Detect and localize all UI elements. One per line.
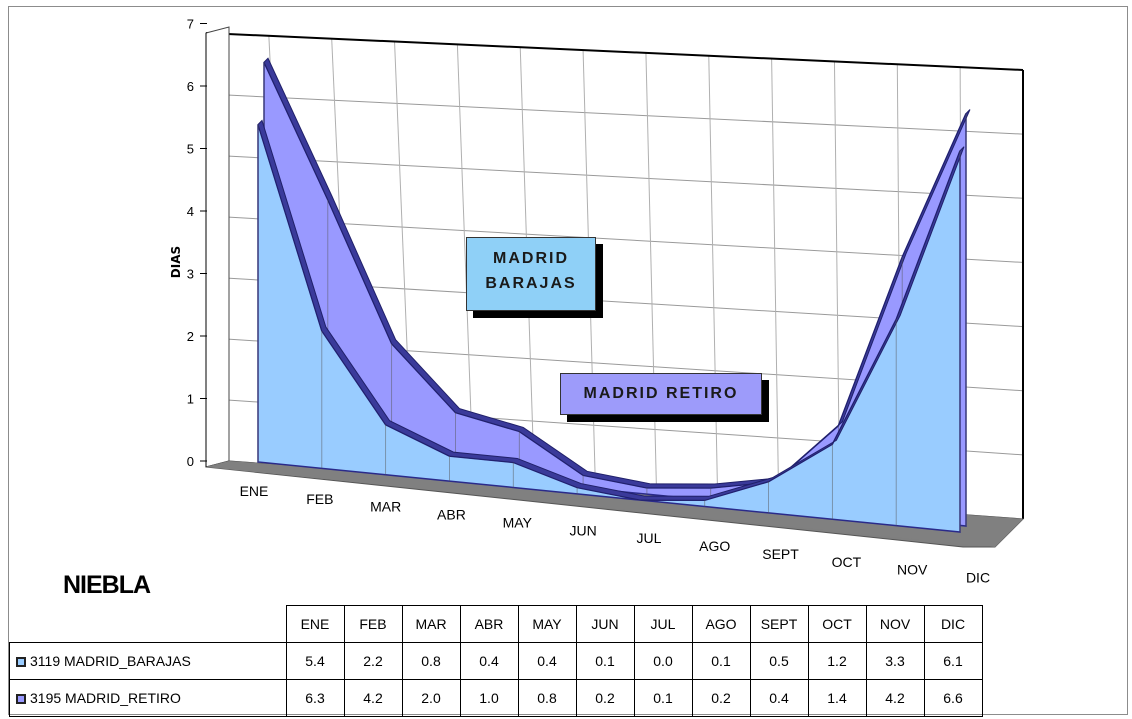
table-column-header: FEB (343, 605, 403, 643)
table-row: 3119 MADRID_BARAJAS 5.4 2.2 0.8 0.4 0.4 0.1 0.0… (9, 642, 983, 680)
gridline-x (645, 52, 658, 493)
table-column-header: ENE (285, 605, 345, 643)
table-body: 3119 MADRID_BARAJAS 5.4 2.2 0.8 0.4 0.4 0.1 0.0… (9, 642, 983, 717)
table-cell: 6.1 (923, 642, 983, 680)
x-tick-label: OCT (832, 554, 862, 570)
y-tick-label: 2 (187, 329, 194, 344)
table-header-row: ENE FEB MAR ABR MAY JUN JUL AGO SEPT OCT NOV DIC (9, 605, 983, 643)
table-corner (9, 605, 287, 643)
y-tick-label: 5 (187, 142, 194, 157)
annotation-madrid-barajas-text: MADRID BARAJAS (467, 246, 595, 296)
x-tick-label: DIC (966, 570, 990, 586)
annotation-barajas-line: BARAJAS (485, 275, 577, 292)
y-tick-label: 7 (187, 17, 194, 32)
table-column-header: ABR (459, 605, 519, 643)
table-column-header: AGO (691, 605, 751, 643)
table-cell: 6.6 (923, 679, 983, 717)
x-tick-label: ABR (437, 507, 466, 523)
legend-swatch (16, 694, 26, 704)
table-cell: 2.0 (401, 679, 461, 717)
table-cell: 1.4 (807, 679, 867, 717)
x-tick-label: SEPT (762, 546, 799, 562)
table-column-header: JUL (633, 605, 693, 643)
table-row-label: 3195 MADRID_RETIRO (9, 679, 287, 717)
gridline-x (708, 55, 719, 497)
table-cell: 3.3 (865, 642, 925, 680)
x-tick-label: AGO (699, 538, 730, 554)
table-column-header: DIC (923, 605, 983, 643)
x-tick-label: JUN (569, 522, 596, 538)
data-table: ENE FEB MAR ABR MAY JUN JUL AGO SEPT OCT NOV DIC 31… (9, 605, 983, 717)
y-tick-label: 0 (187, 454, 194, 469)
table-column-header: MAY (517, 605, 577, 643)
table-cell: 0.8 (517, 679, 577, 717)
y-tick-label: 1 (187, 392, 194, 407)
gridline-y (215, 215, 1024, 263)
table-cell: 0.8 (401, 642, 461, 680)
table-cell: 0.5 (749, 642, 809, 680)
gridline-x (456, 44, 474, 479)
table-row-label: 3119 MADRID_BARAJAS (9, 642, 287, 680)
table-cell: 6.3 (285, 679, 345, 717)
side-wall (205, 26, 230, 468)
wall-top-border (205, 32, 1024, 71)
gridline-x (771, 58, 780, 502)
table-cell: 0.0 (633, 642, 693, 680)
y-tick-label: 6 (187, 79, 194, 94)
table-cell: 4.2 (343, 679, 403, 717)
table-cell: 0.4 (749, 679, 809, 717)
table-cell: 2.2 (343, 642, 403, 680)
table-cell: 0.2 (691, 679, 751, 717)
x-tick-label: MAY (503, 514, 533, 530)
table-column-header: OCT (807, 605, 867, 643)
y-tick-label: 3 (187, 267, 194, 282)
annotation-madrid-barajas: MADRID BARAJAS (466, 237, 596, 311)
x-tick-label: FEB (306, 491, 333, 507)
table-row: 3195 MADRID_RETIRO 6.3 4.2 2.0 1.0 0.8 0.2 0.1 0… (9, 679, 983, 717)
table-column-header: NOV (865, 605, 925, 643)
gridline-y (212, 154, 1024, 199)
table-cell: 0.1 (633, 679, 693, 717)
chart-title: NIEBLA (63, 571, 151, 599)
annotation-madrid-retiro: MADRID RETIRO (560, 373, 762, 415)
x-tick-label: MAR (370, 499, 401, 515)
y-axis-label: DIAS (169, 245, 183, 279)
x-tick-label: ENE (240, 483, 269, 499)
legend-series-name: 3119 MADRID_BARAJAS (30, 653, 191, 669)
table-cell: 0.1 (575, 642, 635, 680)
gridline-y (209, 93, 1024, 135)
floor-fill (206, 461, 1023, 547)
x-tick-label: NOV (897, 562, 928, 578)
table-cell: 0.4 (459, 642, 519, 680)
table-cell: 5.4 (285, 642, 345, 680)
table-column-header: SEPT (749, 605, 809, 643)
y-tick-label: 4 (187, 204, 194, 219)
x-tick-label: JUL (636, 530, 661, 546)
table-column-header: MAR (401, 605, 461, 643)
table-cell: 1.0 (459, 679, 519, 717)
table-cell: 1.2 (807, 642, 867, 680)
legend-series-name: 3195 MADRID_RETIRO (30, 690, 181, 706)
legend-swatch (16, 657, 26, 667)
table-cell: 0.1 (691, 642, 751, 680)
table-cell: 4.2 (865, 679, 925, 717)
table-column-header: JUN (575, 605, 635, 643)
annotation-barajas-line: MADRID (493, 250, 569, 267)
table-cell: 0.4 (517, 642, 577, 680)
table-cell: 0.2 (575, 679, 635, 717)
